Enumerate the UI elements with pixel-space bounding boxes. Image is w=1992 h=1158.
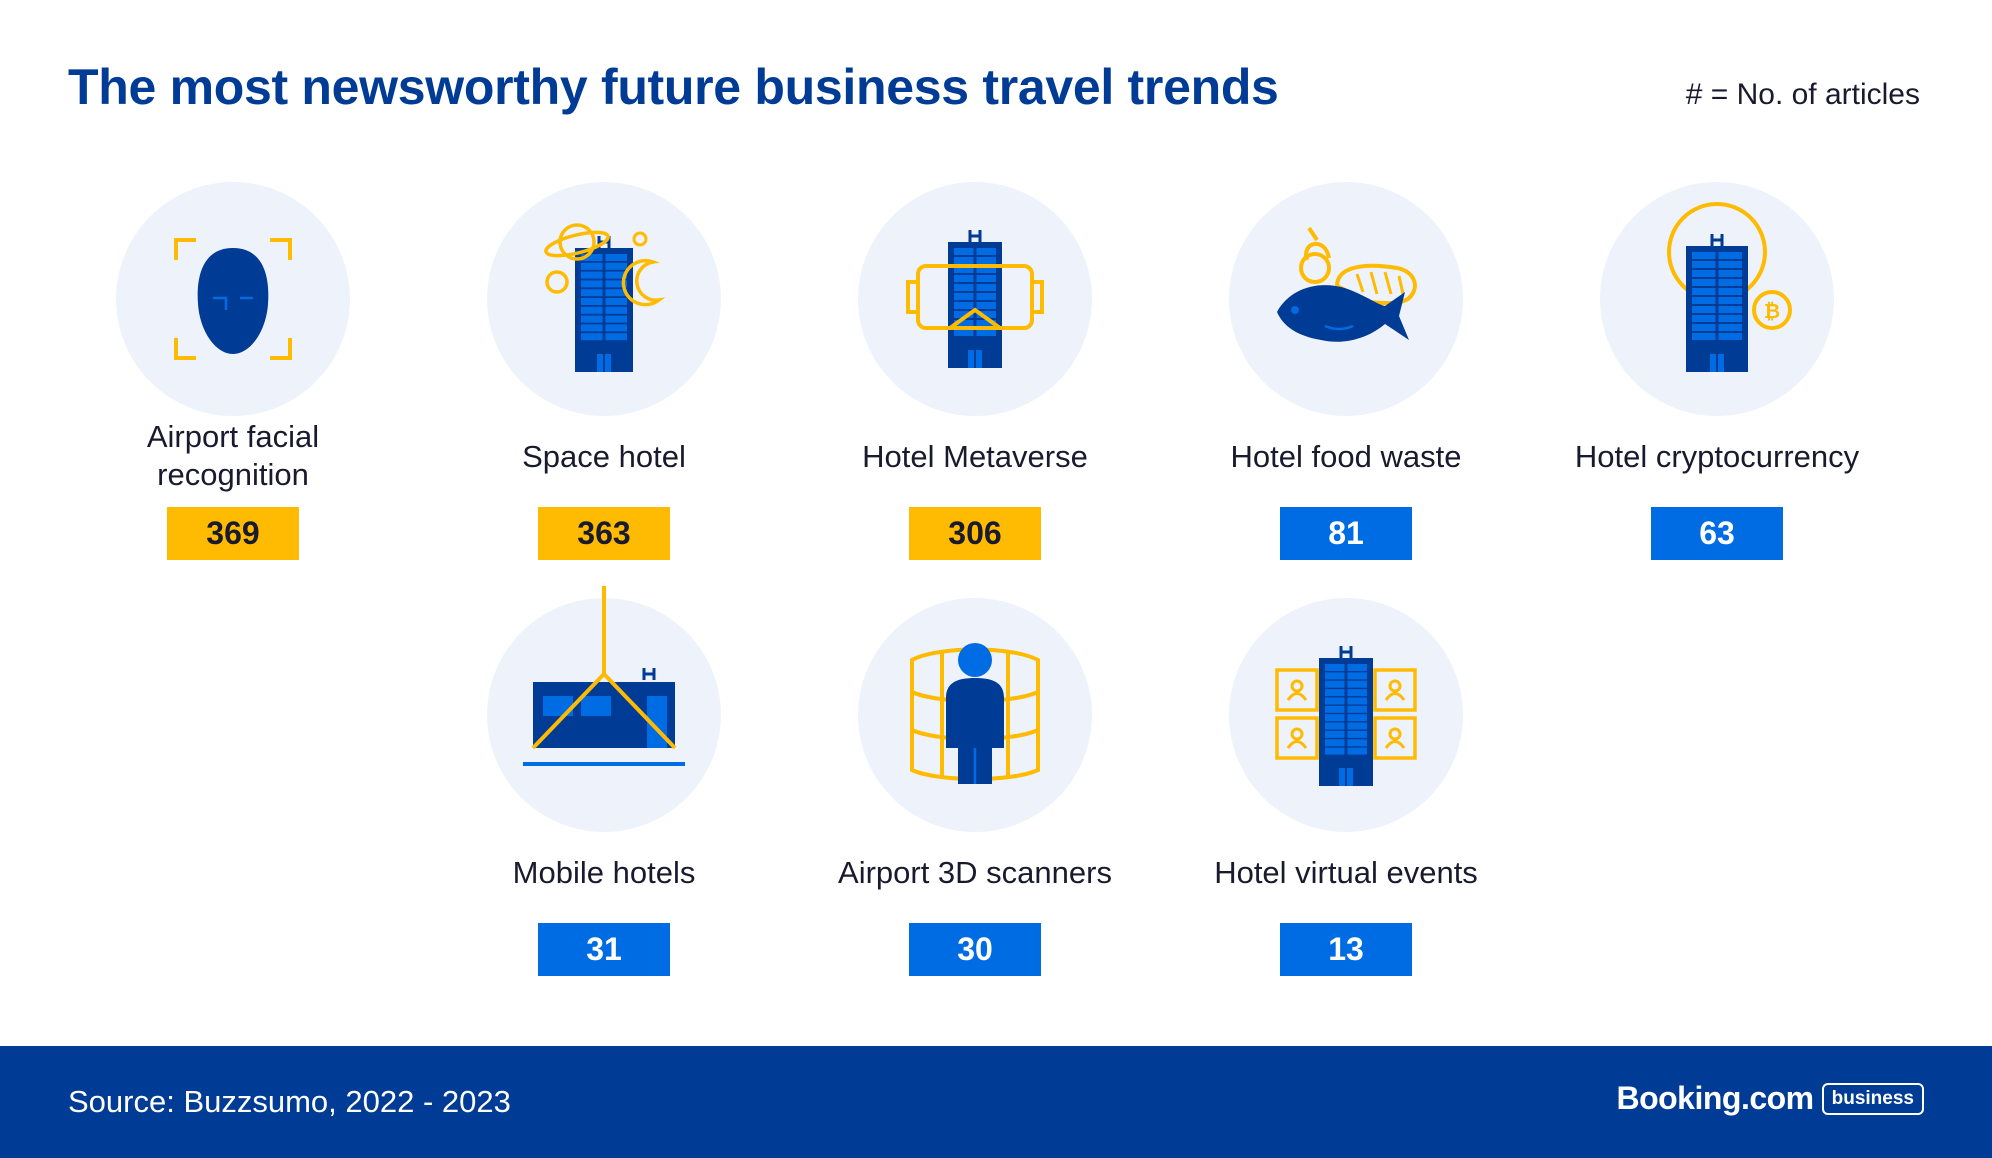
- trend-label-line: Hotel cryptocurrency: [1574, 439, 1860, 474]
- trend-label: Hotel virtual events: [1179, 854, 1513, 892]
- icon-circle: [858, 598, 1092, 832]
- footer: Source: Buzzsumo, 2022 - 2023 Booking.co…: [0, 1046, 1992, 1158]
- trend-label-line: Airport facial: [146, 419, 320, 454]
- space-hotel-icon: [544, 223, 666, 372]
- article-count-badge: 31: [538, 923, 670, 976]
- icon-circle: [487, 586, 721, 832]
- logo-wordmark: Booking.com: [1616, 1080, 1814, 1116]
- icon-circle: [858, 182, 1092, 416]
- food-waste-icon: [1277, 226, 1417, 342]
- icon-circle: [1229, 182, 1463, 416]
- trend-label-line: Airport 3D scanners: [838, 855, 1112, 890]
- article-count-badge: 13: [1280, 923, 1412, 976]
- trend-label-line: Hotel Metaverse: [862, 439, 1088, 474]
- virtual-events-icon: [1275, 646, 1417, 786]
- article-count-badge: 306: [909, 507, 1041, 560]
- icon-circle: [116, 182, 350, 416]
- trend-label: Hotel cryptocurrency: [1550, 438, 1884, 476]
- trend-label-line: Space hotel: [522, 439, 686, 474]
- logo-tag: business: [1821, 1082, 1924, 1115]
- trend-label: Airport 3D scanners: [808, 854, 1142, 892]
- face-scan-icon: [174, 238, 292, 360]
- trend-label: Mobile hotels: [437, 854, 771, 892]
- trend-label-line: Hotel food waste: [1230, 439, 1462, 474]
- trend-label: Hotel food waste: [1179, 438, 1513, 476]
- article-count-badge: 369: [167, 507, 299, 560]
- svg-text:₿: ₿: [1764, 299, 1780, 323]
- icon-circle: ₿: [1600, 182, 1834, 416]
- metaverse-hotel-icon: [906, 230, 1044, 368]
- page-title: The most newsworthy future business trav…: [68, 59, 1279, 115]
- source-note: Source: Buzzsumo, 2022 - 2023: [68, 1084, 511, 1119]
- 3d-scanner-icon: [910, 643, 1040, 784]
- trend-label: Hotel Metaverse: [808, 438, 1142, 476]
- booking-business-logo: Booking.com business: [1616, 1080, 1924, 1117]
- article-count-badge: 63: [1651, 507, 1783, 560]
- trend-label-line: Mobile hotels: [512, 855, 696, 890]
- article-count-badge: 81: [1280, 507, 1412, 560]
- article-count-badge: 363: [538, 507, 670, 560]
- mobile-hotel-icon: [523, 586, 685, 766]
- trend-label: Airport facial recognition: [66, 418, 400, 494]
- crypto-hotel-icon: ₿: [1667, 202, 1792, 372]
- article-count-badge: 30: [909, 923, 1041, 976]
- icon-circle: [487, 182, 721, 416]
- trend-label-line: Hotel virtual events: [1214, 855, 1478, 890]
- icon-circle: [1229, 598, 1463, 832]
- legend-note: # = No. of articles: [1685, 78, 1920, 111]
- trend-label: Space hotel: [437, 438, 771, 476]
- trend-label-line: recognition: [157, 457, 309, 492]
